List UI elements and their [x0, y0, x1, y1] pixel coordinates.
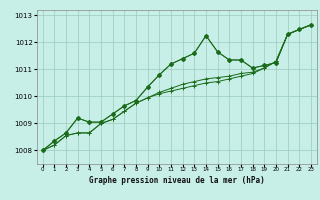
X-axis label: Graphe pression niveau de la mer (hPa): Graphe pression niveau de la mer (hPa) [89, 176, 265, 185]
